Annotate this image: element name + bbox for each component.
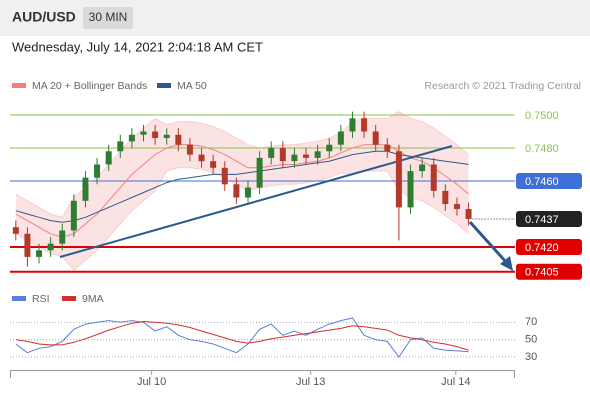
timeframe-badge xyxy=(83,7,133,29)
x-tick-label: Jul 13 xyxy=(296,376,325,388)
trend-line xyxy=(59,145,453,258)
chart-title: AUD/USD xyxy=(12,9,76,25)
level-box xyxy=(516,238,582,255)
candle-body xyxy=(279,147,286,162)
level-label: 0.7460 xyxy=(525,176,559,188)
candle-body xyxy=(210,161,217,168)
candle-body xyxy=(256,157,263,188)
candle-body xyxy=(59,230,66,244)
candle-body xyxy=(70,200,77,231)
candle-body xyxy=(47,243,54,251)
candle-body xyxy=(233,184,240,198)
candle-body xyxy=(314,151,321,158)
candle-body xyxy=(221,167,228,185)
candle-body xyxy=(361,118,368,132)
candle-body xyxy=(453,204,460,210)
subtitle: Wednesday, July 14, 2021 2:04:18 AM CET xyxy=(12,39,263,54)
legend-label: RSI xyxy=(32,293,50,305)
y-tick-label: 50 xyxy=(525,334,537,346)
legend-swatch xyxy=(157,83,171,88)
candle-body xyxy=(303,154,310,158)
candle-body xyxy=(94,164,101,178)
candle-body xyxy=(384,144,391,152)
rsi-line xyxy=(15,317,469,358)
candle-body xyxy=(349,118,356,132)
x-axis xyxy=(10,370,515,371)
legend-label: MA 50 xyxy=(177,80,207,92)
candle-body xyxy=(186,144,193,155)
candle-body xyxy=(395,151,402,208)
x-tick-label: Jul 10 xyxy=(137,376,166,388)
level-label: 0.7405 xyxy=(525,267,559,279)
candle-body xyxy=(465,209,472,219)
candle-body xyxy=(105,151,112,165)
moving-average xyxy=(15,144,469,238)
candle-body xyxy=(152,131,159,139)
candle-body xyxy=(36,250,43,257)
price-box xyxy=(516,210,582,227)
candle-body xyxy=(430,164,437,191)
level-box xyxy=(516,263,582,280)
candle-body xyxy=(140,131,147,135)
timeframe: 30 MIN xyxy=(89,10,128,24)
price-label: 0.7437 xyxy=(525,214,559,226)
candle-body xyxy=(337,131,344,145)
legend-swatch xyxy=(12,296,26,301)
candle-body xyxy=(163,134,170,139)
forecast-arrow xyxy=(468,220,508,264)
candle-body xyxy=(291,154,298,162)
candle-body xyxy=(128,134,135,142)
legend-label: MA 20 + Bollinger Bands xyxy=(32,80,147,92)
level-label: 0.7480 xyxy=(525,143,559,155)
candle-body xyxy=(419,164,426,172)
level-box xyxy=(516,172,582,189)
candle-body xyxy=(268,147,275,158)
candle-body xyxy=(442,190,449,205)
level-label: 0.7420 xyxy=(525,242,559,254)
axis-end xyxy=(10,370,11,378)
band-fill xyxy=(15,111,469,271)
candle-body xyxy=(244,187,251,198)
candle-body xyxy=(82,177,89,201)
source: Research © 2021 Trading Central xyxy=(424,80,581,92)
candle-body xyxy=(372,131,379,145)
candle-body xyxy=(175,134,182,145)
candle-body xyxy=(12,227,19,234)
arrow-head xyxy=(500,256,513,271)
candle-body xyxy=(407,171,414,208)
x-tick-label: Jul 14 xyxy=(441,376,470,388)
candle-body xyxy=(24,233,31,257)
legend-swatch xyxy=(12,83,26,88)
candle-body xyxy=(326,144,333,152)
axis-end xyxy=(514,370,515,378)
legend-label: 9MA xyxy=(82,293,104,305)
legend-swatch xyxy=(62,296,76,301)
y-tick-label: 30 xyxy=(525,351,537,363)
candle-body xyxy=(117,141,124,152)
y-tick-label: 70 xyxy=(525,316,537,328)
rsi-line xyxy=(15,320,469,351)
moving-average xyxy=(15,150,469,223)
candle-body xyxy=(198,154,205,162)
level-label: 0.7500 xyxy=(525,110,559,122)
